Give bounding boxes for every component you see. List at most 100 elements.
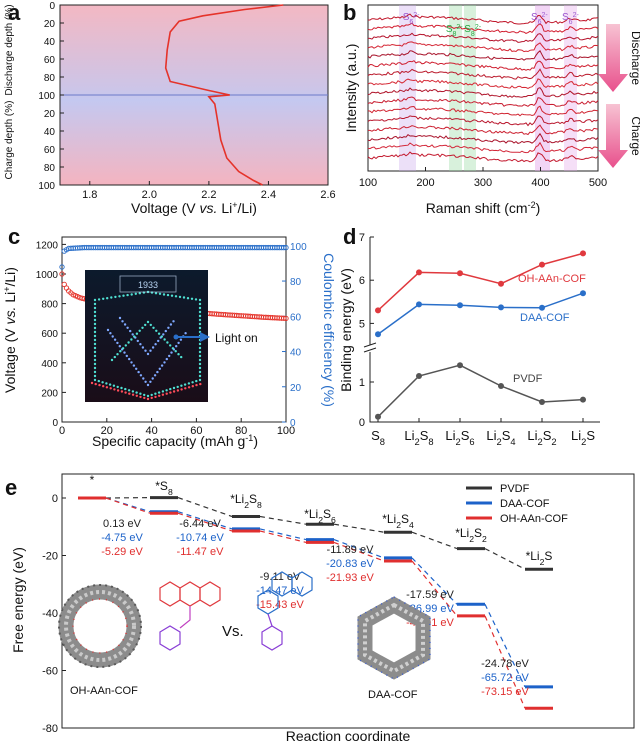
inset-led [122,294,125,297]
inset-led [152,326,155,329]
e-ytick-label: -40 [42,608,58,620]
inset-led [124,391,127,394]
inset-led [136,339,139,343]
panel-e-ylabel: Free energy (eV) [10,547,26,653]
inset-led [146,352,150,356]
e-state-label: *Li2S8 [230,492,262,510]
inset-led [175,345,178,348]
capacity-point [59,271,65,277]
inset-led [167,326,170,329]
panel-d: 0 1 5 6 7 S8 Li2S8 Li2S6 Li2S4 Li2S2 Li2S OH-AAn-… [338,232,600,447]
light-on-arrow-tail [173,334,179,340]
a-xtick-label: 2.4 [261,189,276,201]
inset-led [180,355,183,359]
e-connector [484,548,526,570]
inset-led [121,320,124,323]
a-ytick-label: 100 [38,181,55,192]
e-legend-label: PVDF [500,483,530,495]
e-connector [484,615,526,709]
inset-led [90,381,94,385]
inset-led [157,332,161,335]
b-xtick-label: 400 [531,177,549,189]
inset-led [94,382,97,386]
inset-led [139,395,142,399]
e-annotation-value: -11.47 eV [177,546,225,558]
c-ytick-label-right: 20 [290,383,302,394]
raman-spectrum [367,68,599,80]
inset-led [149,323,152,327]
inset-led [156,370,159,374]
e-annotation-value: -65.72 eV [481,672,529,684]
e-connector [105,497,151,513]
d-series-point [416,301,422,308]
inset-led [93,310,97,314]
inset-led [198,378,202,382]
e-annotation-value: -10.74 eV [176,532,224,544]
inset-led [146,394,150,398]
d-series-point [539,261,545,268]
c-ytick-label: 400 [41,359,58,370]
inset-led [190,297,194,300]
inset-led [194,298,198,301]
inset-led [176,389,180,392]
a-xtick-label: 1.8 [82,189,97,201]
d-ytick-label: 5 [359,318,365,330]
c-xtick-label: 20 [101,425,113,437]
inset-led [93,358,97,362]
panel-c: 0 200 400 600 800 1000 1200 0 20 40 60 80 100 0 20 40… [2,236,337,449]
inset-led [191,385,194,388]
a-ytick-label: 60 [44,55,56,66]
inset-led [165,357,168,361]
e-state-label: *Li2S [526,549,553,567]
inset-led [135,391,138,394]
inset-led [184,387,187,390]
c-xtick-label: 0 [59,425,65,437]
inset-led [128,392,131,395]
d-ytick-label: 6 [359,275,365,287]
inset-led [93,338,97,342]
a-ytick-label: 20 [44,109,56,120]
inset-led [105,386,109,389]
inset-led [162,293,166,296]
inset-led [118,316,122,320]
inset-led [118,345,122,348]
inset-led [154,292,158,295]
d-series-point [498,383,504,389]
e-connector [177,511,233,530]
c-ytick-label: 1200 [36,240,59,251]
raman-spectrum [367,22,599,34]
inset-led [198,342,202,346]
panel-c-letter: c [8,224,20,249]
inset-led [177,353,180,356]
inset-led [184,332,187,335]
inset-led [157,339,160,343]
d-category-label: Li2S4 [486,428,515,447]
inset-led [93,342,97,346]
inset-led [171,347,175,350]
e-state-label: *Li2S2 [455,526,487,544]
capacity-point [283,315,289,322]
inset-led [93,362,97,366]
inset-led [198,306,202,310]
c-xtick-label: 60 [190,425,202,437]
inset-led [149,349,152,352]
inset-led [129,329,132,333]
inset-led [187,382,191,385]
inset-led [166,293,170,297]
inset-led [155,329,158,332]
inset-led [198,346,202,350]
inset-led [116,341,119,345]
inset-led [93,318,97,322]
raman-peak-label: S62- [531,12,548,26]
e-connector [411,560,458,617]
a-ytick-label: 0 [49,1,55,12]
b-xtick-label: 100 [359,177,377,189]
a-ytick-label: 80 [44,73,56,84]
oh-aan-cof-label: OH-AAn-COF [70,685,138,697]
d-category-label: S8 [371,428,385,447]
d-series-point [498,280,504,287]
d-series-line [377,364,584,418]
inset-led [164,329,167,333]
inset-led [170,351,173,354]
d-series-point [457,362,463,369]
